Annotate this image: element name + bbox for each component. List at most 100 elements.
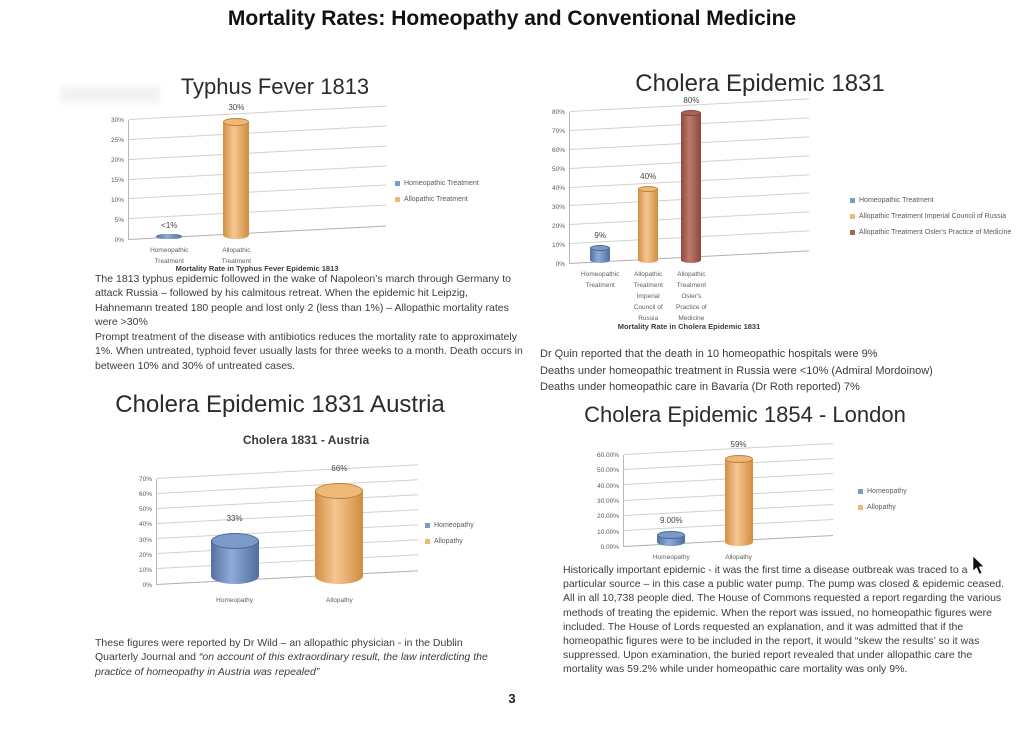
y-tick-label: 20.00%	[596, 513, 619, 521]
chart-cholera-london: 0.00% 10.00% 20.00% 30.00% 40.00% 50.00% 60.00…	[580, 440, 1000, 565]
legend-swatch	[850, 214, 855, 219]
chart-legend: Homeopathic Treatment Allopathic Treatmen…	[395, 180, 479, 212]
y-tick-label: 30.00%	[596, 498, 619, 505]
cylinder-bar	[315, 483, 364, 584]
legend-entry: Allopathic Treatment Osler's Practice of…	[850, 229, 1011, 236]
cylinder-bar	[724, 454, 753, 546]
x-category-label: Homeopathy	[216, 597, 254, 604]
y-tick-label: 40%	[551, 185, 565, 192]
y-tick-label: 0.00%	[600, 544, 619, 551]
bar-value-label: 9%	[594, 230, 606, 240]
gridline	[129, 164, 386, 180]
x-axis-labels: Homeopathy Allopathy	[156, 592, 418, 608]
legend-label: Homeopathic Treatment	[404, 180, 479, 187]
y-tick-label: 20%	[551, 223, 565, 230]
chart-legend: Homeopathic Treatment Allopathic Treatmen…	[850, 197, 1011, 245]
page-number: 3	[508, 691, 516, 706]
cylinder-top	[223, 118, 250, 126]
legend-label: Allopathy	[434, 538, 463, 545]
gridline	[157, 524, 418, 539]
grid	[156, 464, 418, 585]
y-tick-label: 10%	[110, 197, 124, 205]
mouse-cursor	[972, 556, 985, 575]
gridline	[129, 105, 386, 120]
y-tick-label: 0%	[142, 582, 152, 589]
y-tick-label: 60%	[551, 147, 565, 154]
legend-swatch	[395, 197, 400, 202]
y-tick-label: 30%	[551, 204, 565, 211]
gridline	[129, 125, 386, 140]
bar-value-label: 9.00%	[659, 516, 683, 526]
cylinder-top	[657, 531, 686, 540]
legend-swatch	[425, 539, 430, 544]
legend-entry: Homeopathic Treatment	[395, 180, 479, 187]
legend-swatch	[850, 230, 855, 235]
bar-value-label: 40%	[640, 172, 657, 181]
chart-caption: Mortality Rate in Cholera Epidemic 1831	[617, 322, 761, 331]
cylinder-bar	[156, 234, 183, 239]
heading-cholera-1854-london: Cholera Epidemic 1854 - London	[584, 402, 906, 427]
chart-legend: Homeopathy Allopathy	[858, 488, 907, 520]
y-tick-label: 70%	[551, 128, 565, 135]
legend-swatch	[850, 198, 855, 203]
legend-entry: Allopathy	[425, 538, 474, 545]
y-tick-label: 30%	[138, 536, 152, 544]
x-category-label: Homeopathic Treatment	[581, 271, 620, 290]
legend-swatch	[858, 489, 863, 494]
chart-caption: Mortality Rate in Typhus Fever Epidemic …	[175, 264, 339, 273]
typhus-paragraph-2: Prompt treatment of the disease with ant…	[95, 331, 523, 372]
x-category-label: Allopathy	[326, 597, 353, 604]
legend-entry: Homeopathy	[425, 522, 474, 529]
legend-label: Homeopathy	[867, 488, 907, 495]
x-category-label: Homeopathy	[652, 554, 690, 561]
x-category-label: Homeopathic Treatment	[150, 247, 189, 266]
gridline	[129, 145, 386, 160]
y-axis-ticks: 0% 10% 20% 30% 40% 50% 60% 70%	[120, 476, 156, 589]
legend-label: Allopathic Treatment Imperial Council of…	[859, 213, 1007, 220]
gridline	[157, 479, 418, 494]
note-line: Dr Quin reported that the death in 10 ho…	[540, 348, 878, 360]
bar-value-label: 80%	[683, 96, 700, 105]
y-tick-label: 20%	[138, 551, 152, 559]
x-axis-labels: Homeopathic Treatment Allopathic Treatmen…	[569, 266, 809, 322]
y-tick-label: 0%	[114, 237, 124, 244]
x-category-label: Allopathic Treatment	[221, 247, 252, 266]
grid	[128, 105, 386, 240]
y-tick-label: 10%	[551, 242, 565, 249]
gridline	[624, 442, 833, 455]
y-axis-ticks: 0.00% 10.00% 20.00% 30.00% 40.00% 50.00% 60.00…	[580, 452, 623, 551]
legend-entry: Homeopathy	[858, 488, 907, 495]
bar-value-label: 30%	[228, 103, 245, 112]
cylinder-top	[315, 483, 364, 500]
gridline	[129, 184, 386, 200]
cylinder-bar	[681, 110, 702, 263]
plot-area: 33% 66%	[156, 464, 418, 585]
cylinder-top	[590, 244, 611, 251]
note-line: Deaths under homeopathic treatment in Ru…	[540, 364, 933, 377]
y-tick-label: 10%	[138, 566, 152, 574]
y-tick-label: 40.00%	[596, 482, 619, 490]
chart-typhus-fever: 0% 5% 10% 15% 20% 25% 30% <1% 30% Homeopathic T…	[98, 103, 518, 276]
note-line: Deaths under homeopathic care in Bavaria…	[540, 381, 860, 393]
gridline	[157, 509, 418, 524]
chart-title: Cholera 1831 - Austria	[242, 433, 370, 447]
london-paragraph: Historically important epidemic - it was…	[563, 564, 1005, 676]
austria-text-quote: “on account of this extraordinary result…	[95, 651, 488, 678]
x-category-label: Allopathic Treatment Imperial Council of…	[633, 271, 663, 323]
legend-swatch	[858, 505, 863, 510]
legend-label: Homeopathy	[434, 522, 474, 529]
y-tick-label: 40%	[138, 521, 152, 529]
cylinder-top	[210, 533, 259, 550]
legend-swatch	[425, 523, 430, 528]
austria-paragraph: These figures were reported by Dr Wild –…	[95, 636, 497, 679]
gridline	[129, 204, 386, 220]
x-axis-labels: Homeopathic Treatment Allopathic Treatmen…	[128, 242, 386, 266]
chart-legend: Homeopathy Allopathy	[425, 522, 474, 554]
legend-label: Allopathy	[867, 504, 896, 511]
heading-cholera-1831-austria: Cholera Epidemic 1831 Austria	[115, 391, 445, 418]
legend-entry: Homeopathic Treatment	[850, 197, 1011, 204]
legend-label: Homeopathic Treatment	[859, 197, 934, 204]
cylinder-bar	[590, 244, 611, 263]
y-tick-label: 0%	[555, 261, 565, 268]
x-category-label: Allopathy	[725, 554, 752, 561]
